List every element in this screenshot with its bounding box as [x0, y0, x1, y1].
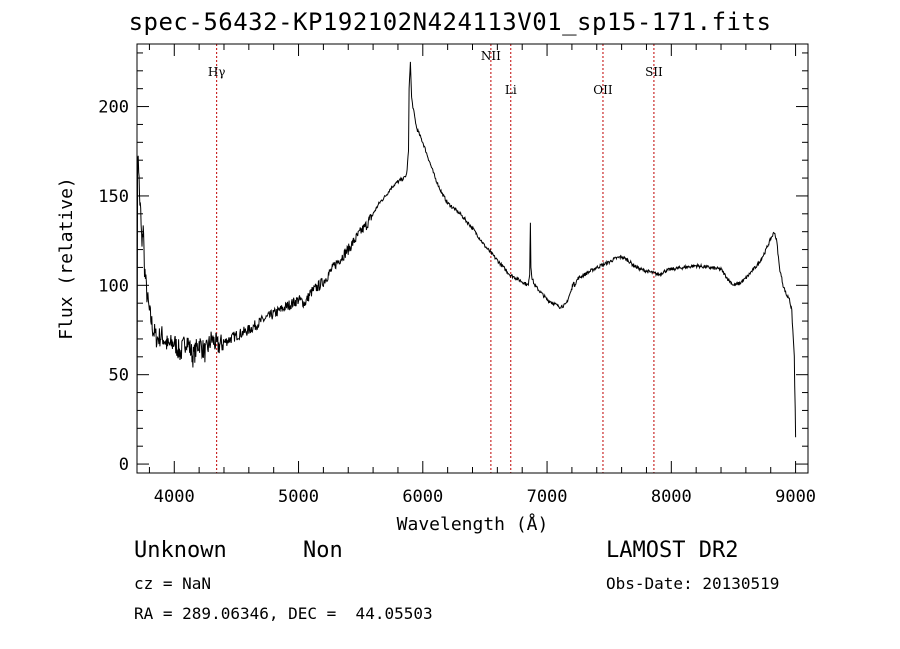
redshift-cz: cz = NaN — [134, 574, 212, 593]
y-tick-label: 0 — [119, 455, 129, 475]
marker-label: Li — [505, 83, 517, 97]
x-tick-label: 4000 — [154, 487, 195, 507]
y-tick-label: 150 — [98, 187, 129, 207]
x-axis-label: Wavelength (Å) — [397, 513, 549, 535]
object-class: Unknown — [134, 538, 227, 563]
chart-title: spec-56432-KP192102N424113V01_sp15-171.f… — [128, 8, 772, 36]
x-tick-label: 6000 — [402, 487, 443, 507]
spectrum-line — [136, 61, 797, 461]
y-axis-label: Flux (relative) — [56, 177, 77, 340]
ra-dec-coordinates: RA = 289.06346, DEC = 44.05503 — [134, 604, 433, 623]
x-axis-ticks: 4000 5000 6000 7000 8000 9000 — [148, 44, 816, 507]
y-axis-ticks: 0 50 100 150 200 — [98, 52, 808, 475]
plot-frame — [136, 43, 809, 474]
y-tick-label: 200 — [98, 98, 129, 118]
x-tick-label: 5000 — [278, 487, 319, 507]
y-tick-label: 100 — [98, 276, 129, 296]
y-tick-label: 50 — [109, 366, 129, 386]
x-tick-label: 7000 — [527, 487, 568, 507]
x-tick-label: 8000 — [651, 487, 692, 507]
x-tick-label: 9000 — [775, 487, 816, 507]
marker-label: Hγ — [208, 65, 226, 79]
spectral-line-markers: Hγ NII Li OII SII — [208, 44, 663, 473]
object-subclass: Non — [303, 538, 343, 563]
observation-date: Obs-Date: 20130519 — [606, 574, 780, 593]
marker-label: SII — [645, 65, 663, 79]
marker-label: NII — [481, 49, 501, 63]
marker-label: OII — [593, 83, 613, 97]
survey-name: LAMOST DR2 — [606, 538, 739, 563]
